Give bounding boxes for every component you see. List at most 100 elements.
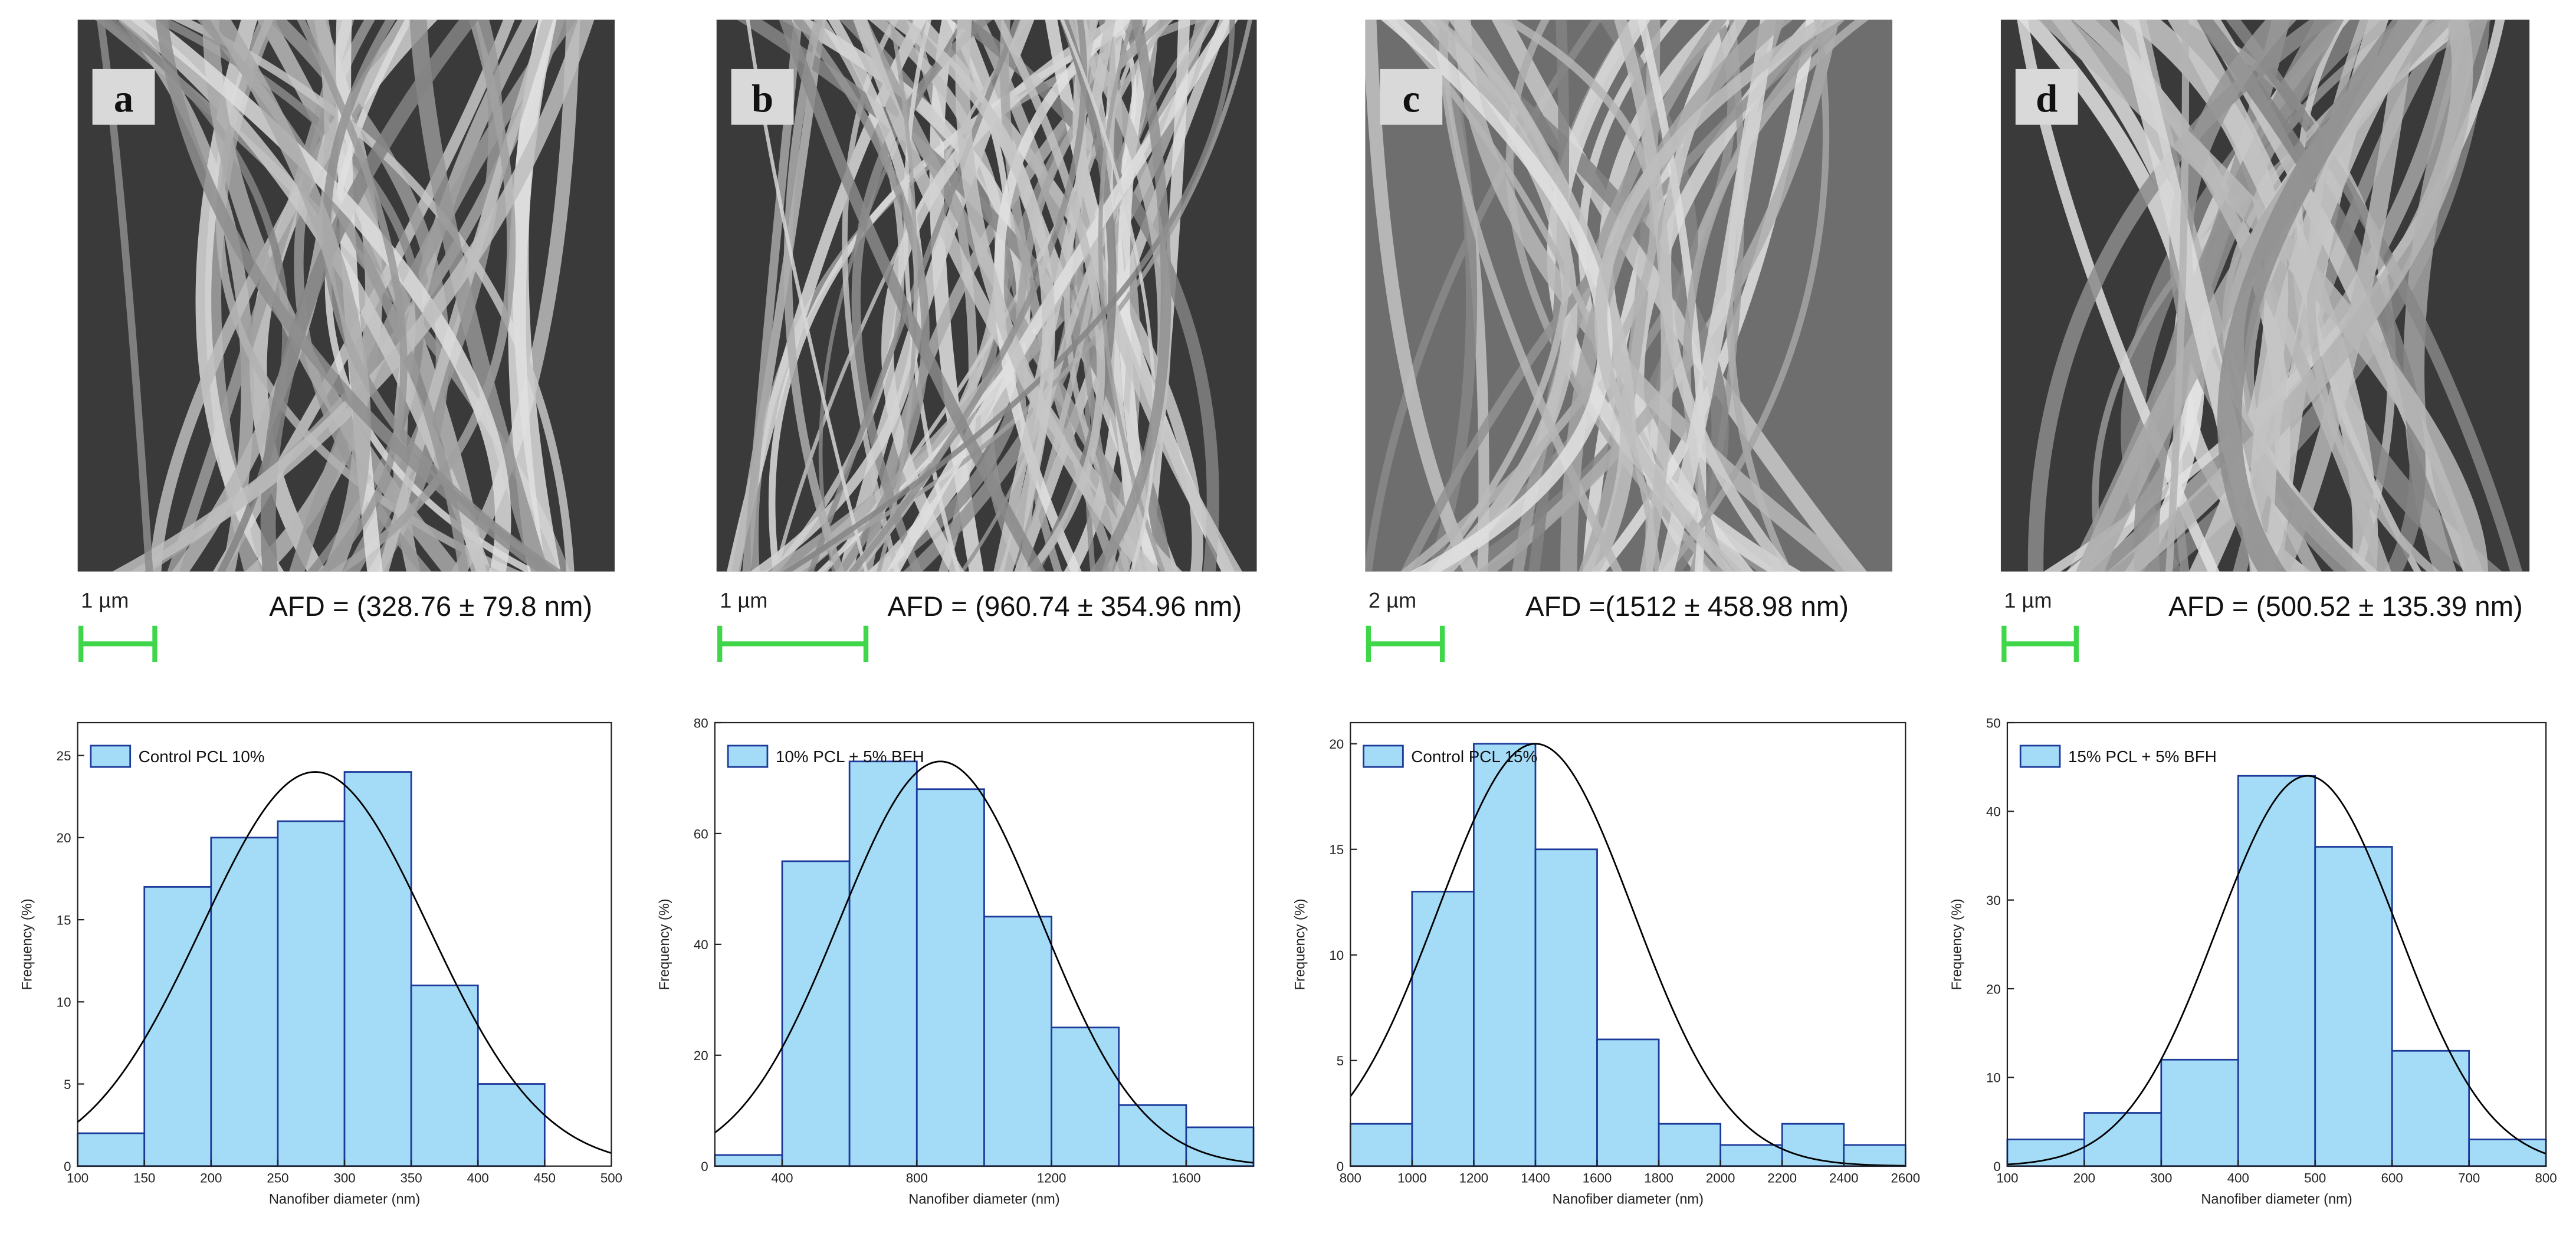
fiber [1658, 19, 1777, 572]
legend-label: Control PCL 15% [1411, 747, 1537, 766]
bar [1658, 1123, 1722, 1167]
y-tick-label: 15 [57, 913, 71, 927]
x-tick-label: 500 [600, 1171, 622, 1186]
bar [1596, 1038, 1660, 1167]
bar [1411, 890, 1475, 1167]
y-tick-label: 0 [701, 1159, 708, 1174]
legend-label: 10% PCL + 5% BFH [776, 747, 924, 766]
legend-label: Control PCL 10% [139, 747, 265, 766]
fiber [782, 19, 1235, 572]
bar [983, 916, 1052, 1167]
x-tick-label: 1800 [1644, 1171, 1673, 1186]
x-tick-label: 400 [2227, 1171, 2249, 1186]
x-tick-label: 450 [534, 1171, 556, 1186]
fit-curve [2007, 775, 2547, 1166]
fiber [409, 19, 549, 572]
x-axis-label: Nanofiber diameter (nm) [908, 1192, 1059, 1208]
fiber [1582, 19, 1731, 572]
bar [277, 820, 346, 1167]
y-tick-label: 0 [64, 1159, 71, 1174]
y-tick-label: 0 [1337, 1159, 1344, 1174]
x-tick-label: 800 [2535, 1171, 2557, 1186]
fiber [329, 19, 516, 572]
x-tick-label: 300 [2150, 1171, 2172, 1186]
fiber [2165, 19, 2190, 572]
bar [1185, 1126, 1255, 1167]
fiber [775, 19, 1253, 572]
x-tick-label: 1600 [1583, 1171, 1612, 1186]
y-tick-label: 50 [1986, 716, 2001, 730]
fiber [260, 19, 478, 572]
fiber [2027, 19, 2337, 572]
panel-label: a [114, 77, 133, 120]
x-tick-label: 1200 [1459, 1171, 1489, 1186]
fiber [783, 19, 845, 572]
y-tick-label: 5 [64, 1077, 71, 1092]
y-tick-label: 0 [1993, 1159, 2000, 1174]
legend-swatch [2019, 744, 2061, 768]
scale-label: 1 µm [720, 588, 767, 612]
fiber [1060, 19, 1156, 572]
sem-image [2000, 19, 2530, 572]
x-tick-label: 600 [2381, 1171, 2403, 1186]
bar [343, 771, 412, 1167]
y-tick-label: 20 [1986, 982, 2001, 996]
bar [1349, 1123, 1413, 1167]
y-tick-label: 15 [1329, 842, 1344, 857]
fiber [1429, 19, 1571, 572]
x-tick-label: 150 [133, 1171, 155, 1186]
fiber [2226, 19, 2523, 572]
y-tick-label: 10 [57, 995, 71, 1010]
bar [714, 1154, 783, 1167]
bar [477, 1083, 546, 1167]
sem-image [716, 19, 1257, 572]
axes-frame [2006, 721, 2547, 1167]
x-tick-label: 350 [401, 1171, 422, 1186]
bar [2237, 775, 2316, 1167]
afd-text: AFD = (500.52 ± 135.39 nm) [2168, 591, 2523, 622]
bar [210, 836, 279, 1167]
y-tick-label: 30 [1986, 893, 2001, 908]
panel-label: c [1402, 77, 1420, 120]
panel-label: b [752, 77, 773, 120]
y-tick-label: 80 [694, 716, 708, 730]
x-tick-label: 2200 [1767, 1171, 1797, 1186]
fiber [993, 19, 1116, 572]
fiber [877, 19, 918, 572]
scale-label: 1 µm [81, 588, 129, 612]
fiber [1505, 19, 1721, 572]
fiber [2217, 19, 2423, 572]
y-axis-label: Frequency (%) [1292, 898, 1308, 990]
bar [1843, 1144, 1906, 1167]
y-axis-label: Frequency (%) [20, 898, 35, 990]
y-tick-label: 40 [694, 937, 708, 952]
fiber [955, 19, 1159, 572]
y-tick-label: 25 [57, 749, 71, 763]
x-tick-label: 2600 [1891, 1171, 1921, 1186]
y-tick-label: 40 [1986, 805, 2001, 819]
fiber [451, 19, 580, 572]
fiber [1682, 19, 1845, 572]
fiber [1661, 19, 1830, 572]
fiber [1030, 19, 1117, 572]
bar [781, 860, 851, 1167]
fiber [96, 19, 153, 572]
y-tick-label: 10 [1986, 1071, 2001, 1085]
x-tick-label: 800 [906, 1171, 928, 1186]
bar [2391, 1049, 2470, 1167]
fiber [1365, 19, 1602, 572]
bar [1781, 1123, 1845, 1167]
fiber [1090, 19, 1171, 572]
scale-label: 2 µm [1369, 588, 1416, 612]
y-tick-label: 20 [694, 1048, 708, 1063]
x-axis-label: Nanofiber diameter (nm) [269, 1192, 420, 1208]
afd-text: AFD = (960.74 ± 354.96 nm) [888, 591, 1242, 622]
label-box [2015, 68, 2078, 125]
fiber [2249, 19, 2429, 572]
x-tick-label: 2000 [1706, 1171, 1735, 1186]
fit-curve [714, 760, 1254, 1164]
sem-image [1365, 19, 1893, 572]
x-tick-label: 1400 [1521, 1171, 1550, 1186]
y-tick-label: 10 [1329, 948, 1344, 963]
